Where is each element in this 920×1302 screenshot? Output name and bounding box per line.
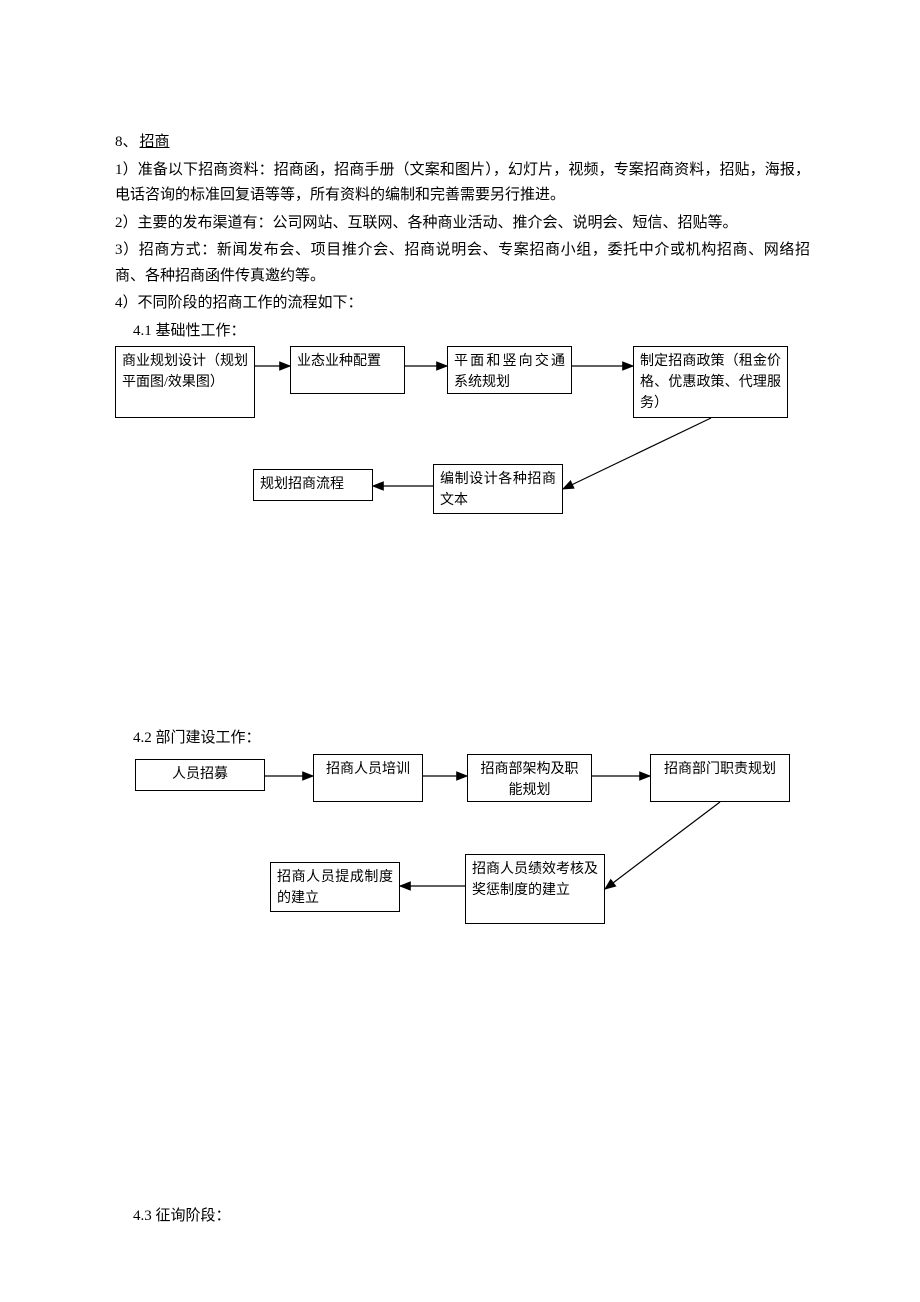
flow-node-m2: 招商人员培训 (313, 754, 423, 802)
flow-node-m6: 招商人员提成制度的建立 (270, 862, 400, 912)
flowchart-4-1: 商业规划设计（规划平面图/效果图） 业态业种配置平面和竖向交通系统规划 制定招商政策… (115, 346, 810, 566)
flow-node-m1: 人员招募 (135, 759, 265, 791)
subheading-4-2: 4.2 部门建设工作： (133, 726, 810, 752)
flow-node-n2: 业态业种配置 (290, 346, 405, 394)
heading-title: 招商 (140, 134, 170, 150)
flow-node-m3: 招商部架构及职能规划 (467, 754, 592, 802)
flow-node-m4: 招商部门职责规划 (650, 754, 790, 802)
subheading-4-3: 4.3 征询阶段： (133, 1204, 810, 1230)
flow-node-m5: 招商人员绩效考核及奖惩制度的建立 (465, 854, 605, 924)
paragraph-3: 3）招商方式：新闻发布会、项目推介会、招商说明会、专案招商小组，委托中介或机构招… (115, 238, 810, 289)
subheading-4-1: 4.1 基础性工作： (133, 319, 810, 345)
flow-node-n6: 规划招商流程 (253, 469, 373, 501)
paragraph-1: 1）准备以下招商资料：招商函，招商手册（文案和图片），幻灯片，视频，专案招商资料… (115, 158, 810, 209)
flow-node-n1: 商业规划设计（规划平面图/效果图） (115, 346, 255, 418)
paragraph-4: 4）不同阶段的招商工作的流程如下： (115, 291, 810, 317)
heading-number: 8、 (115, 134, 138, 150)
paragraph-2: 2）主要的发布渠道有：公司网站、互联网、各种商业活动、推介会、说明会、短信、招贴… (115, 211, 810, 237)
flow-node-n4: 制定招商政策（租金价格、优惠政策、代理服务） (633, 346, 788, 418)
flow-node-n5: 编制设计各种招商文本 (433, 464, 563, 514)
flowchart-4-2: 人员招募 招商人员培训招商部架构及职能规划 招商部门职责规划招商人员绩效考核及奖惩制… (115, 754, 810, 974)
flow-node-n3: 平面和竖向交通系统规划 (447, 346, 572, 394)
section-heading: 8、招商 (115, 130, 810, 156)
